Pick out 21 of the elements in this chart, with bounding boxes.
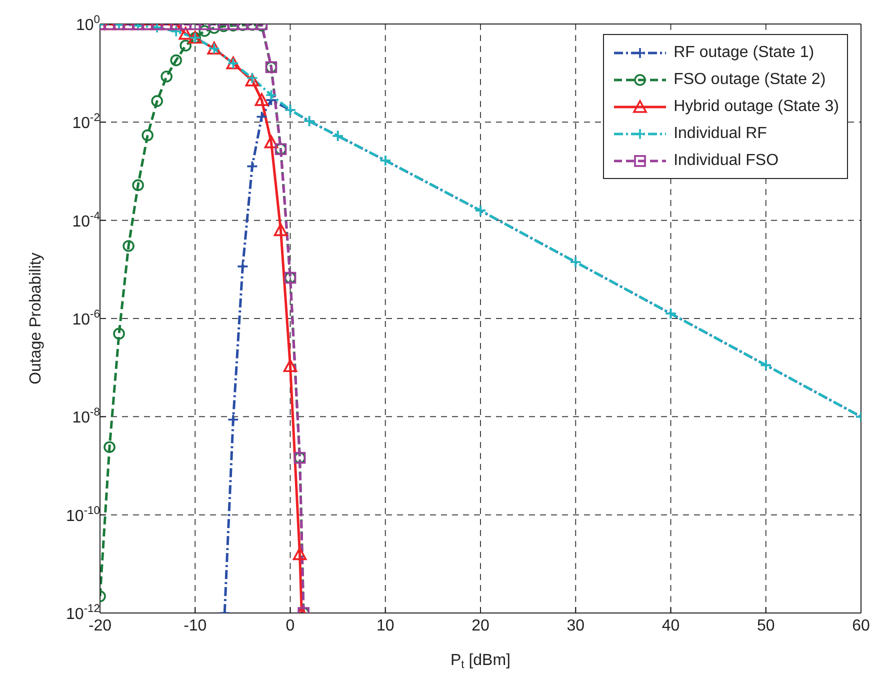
x-axis-title: P$_{t}$ [dBm] — [450, 652, 511, 672]
x-tick-label: 20 — [472, 617, 490, 634]
x-tick-label: 10 — [376, 617, 394, 634]
y-tick-label: 10$^{-10}$ — [66, 505, 100, 525]
y-tick-label: 10$^{-8}$ — [72, 407, 100, 427]
x-tick-label: 30 — [566, 617, 585, 634]
legend-label: RF outage (State 1) — [674, 44, 814, 62]
y-axis-title: Outage Probability — [27, 252, 44, 384]
y-tick-label: 10$^{-2}$ — [72, 112, 100, 132]
y-tick-label: 10$^{-4}$ — [72, 210, 100, 230]
x-tick-label: 40 — [662, 617, 680, 634]
y-tick-label: 10$^{-6}$ — [72, 308, 100, 328]
legend-label: Individual FSO — [674, 152, 779, 170]
x-tick-label: 60 — [852, 617, 870, 634]
legend-label: FSO outage (State 2) — [674, 70, 826, 88]
legend-label: Individual RF — [674, 124, 767, 142]
y-tick-label: 10$^{0}$ — [76, 14, 100, 34]
x-tick-label: 50 — [756, 617, 775, 634]
x-tick-label: -10 — [184, 617, 207, 634]
x-tick-label: 0 — [286, 617, 295, 634]
legend-label: Hybrid outage (State 3) — [674, 98, 839, 116]
